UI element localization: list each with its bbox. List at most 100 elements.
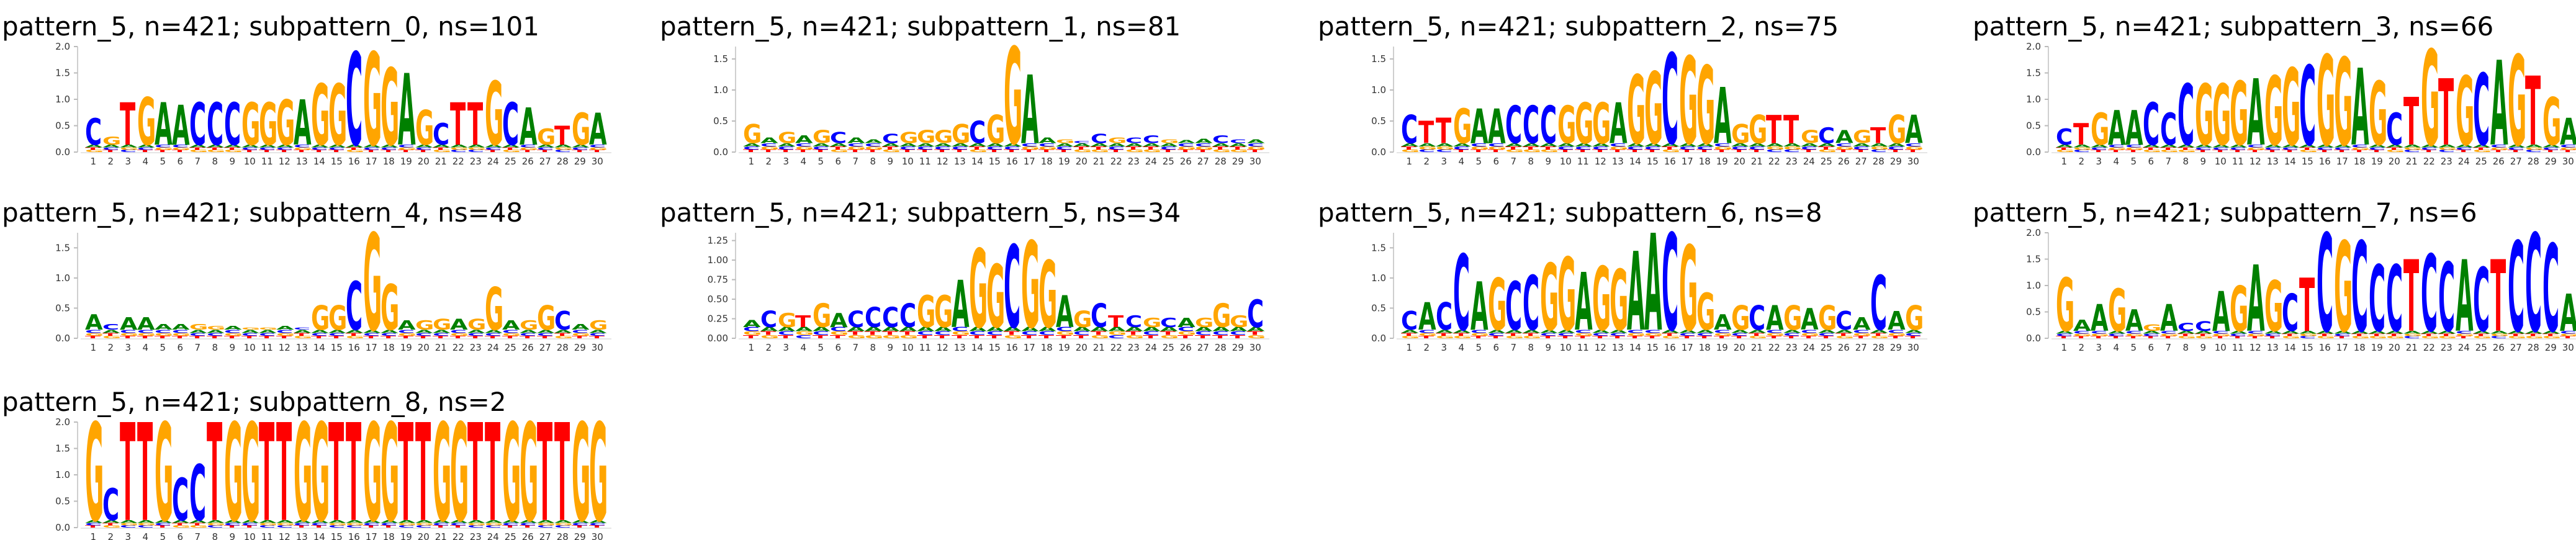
logo-letter: G — [485, 522, 503, 526]
logo-letter: C — [589, 144, 606, 148]
logo-letter: A — [1870, 142, 1888, 148]
logo-letter: A — [2542, 330, 2560, 335]
logo-letter: G — [1801, 127, 1819, 148]
x-tick-label: 8 — [2183, 342, 2189, 353]
logo-letter: A — [2195, 330, 2213, 335]
logo-letter: G — [189, 150, 208, 153]
logo-letter: A — [1679, 329, 1697, 334]
logo-letter: G — [2525, 336, 2544, 340]
logo-letter: A — [1749, 329, 1767, 334]
logo-letter: C — [572, 146, 588, 151]
x-tick-label: 19 — [2371, 342, 2383, 353]
logo-letter: A — [241, 144, 259, 148]
logo-letter: T — [1540, 335, 1556, 340]
logo-letter: A — [450, 520, 468, 524]
logo-letter: T — [1247, 149, 1263, 153]
y-tick-label: 1.0 — [713, 84, 728, 96]
logo-letter: T — [328, 395, 344, 540]
logo-letter: C — [589, 332, 606, 336]
logo-letter: C — [137, 329, 154, 334]
logo-letter: A — [1714, 310, 1732, 335]
logo-letter: C — [398, 525, 415, 529]
logo-letter: G — [2177, 150, 2196, 153]
logo-letter: G — [2438, 336, 2457, 340]
logo-letter: T — [589, 150, 605, 153]
logo-letter: G — [2056, 150, 2074, 153]
x-tick-label: 5 — [1476, 156, 1482, 167]
x-tick-label: 6 — [835, 156, 842, 167]
logo-letter: T — [259, 335, 274, 340]
logo-letter: C — [1073, 141, 1090, 144]
logo-letter: A — [537, 144, 555, 148]
logo-letter: A — [1540, 142, 1558, 148]
x-tick-label: 9 — [888, 156, 894, 167]
x-tick-label: 18 — [2354, 342, 2366, 353]
logo-letter: T — [1627, 149, 1642, 153]
logo-letter: G — [537, 124, 556, 150]
y-tick-label: 1.0 — [1371, 272, 1386, 284]
logo-letter: C — [328, 146, 345, 151]
x-tick-label: 29 — [574, 156, 586, 167]
logo-letter: T — [2212, 336, 2228, 340]
x-tick-label: 16 — [2319, 156, 2331, 167]
logo-letter: C — [952, 146, 968, 151]
x-tick-label: 23 — [470, 156, 482, 167]
logo-letter: G — [1749, 107, 1767, 153]
logo-letter: T — [2490, 240, 2506, 355]
x-tick-label: 17 — [2336, 156, 2348, 167]
logo-letter: T — [224, 146, 240, 151]
x-tick-label: 11 — [2232, 156, 2244, 167]
logo-letter: G — [572, 105, 590, 155]
logo-letter: C — [2143, 91, 2159, 158]
logo-letter: A — [485, 520, 503, 524]
x-tick-label: 22 — [453, 531, 464, 540]
logo-letter: C — [1610, 142, 1626, 148]
logo-letter: T — [1766, 335, 1781, 340]
logo-letter: G — [241, 395, 260, 540]
x-tick-label: 26 — [522, 342, 534, 353]
logo-letter: T — [1679, 335, 1695, 340]
logo-letter: T — [2369, 333, 2384, 337]
logo-letter: T — [830, 334, 846, 339]
logo-letter: A — [155, 323, 173, 332]
logo-letter: T — [2317, 333, 2332, 337]
logo-letter: T — [1592, 335, 1608, 340]
logo-letter: C — [502, 91, 519, 158]
x-tick-label: 27 — [539, 342, 551, 353]
logo-letter: T — [2334, 150, 2349, 153]
logo-letter: T — [1540, 146, 1556, 151]
x-tick-label: 30 — [1250, 342, 1261, 353]
logo-letter: T — [2490, 150, 2506, 153]
logo-letter: T — [2438, 61, 2454, 166]
logo-letter: A — [311, 144, 329, 148]
logo-letter: A — [1160, 326, 1178, 333]
logo-letter: A — [2299, 330, 2317, 335]
logo-letter: A — [934, 326, 952, 333]
logo-letter: T — [2560, 336, 2575, 340]
logo-letter: A — [1470, 100, 1488, 155]
logo-letter: A — [467, 520, 485, 524]
x-tick-label: 18 — [1699, 342, 1711, 353]
logo-letter: A — [1575, 142, 1593, 148]
logo-letter: T — [2108, 336, 2123, 340]
x-tick-label: 19 — [1058, 342, 1070, 353]
logo-letter: A — [363, 144, 381, 148]
logo-letter: T — [934, 334, 950, 339]
logo-letter: C — [1731, 332, 1748, 336]
logo-letter: A — [2264, 330, 2282, 335]
logo-letter: G — [102, 134, 121, 147]
logo-letter: C — [2351, 144, 2368, 148]
x-tick-label: 10 — [902, 342, 914, 353]
logo-letter: T — [381, 150, 396, 153]
logo-letter: G — [2560, 333, 2576, 337]
logo-letter: G — [2143, 323, 2161, 333]
logo-letter: T — [433, 146, 448, 151]
logo-letter: C — [1835, 307, 1852, 336]
x-tick-label: 21 — [1751, 156, 1763, 167]
logo-letter: T — [1470, 149, 1486, 153]
logo-letter: C — [1401, 307, 1418, 336]
logo-letter: T — [986, 334, 1002, 339]
logo-letter: T — [1021, 334, 1037, 339]
x-tick-label: 5 — [160, 531, 166, 540]
logo-letter: A — [2421, 144, 2439, 148]
